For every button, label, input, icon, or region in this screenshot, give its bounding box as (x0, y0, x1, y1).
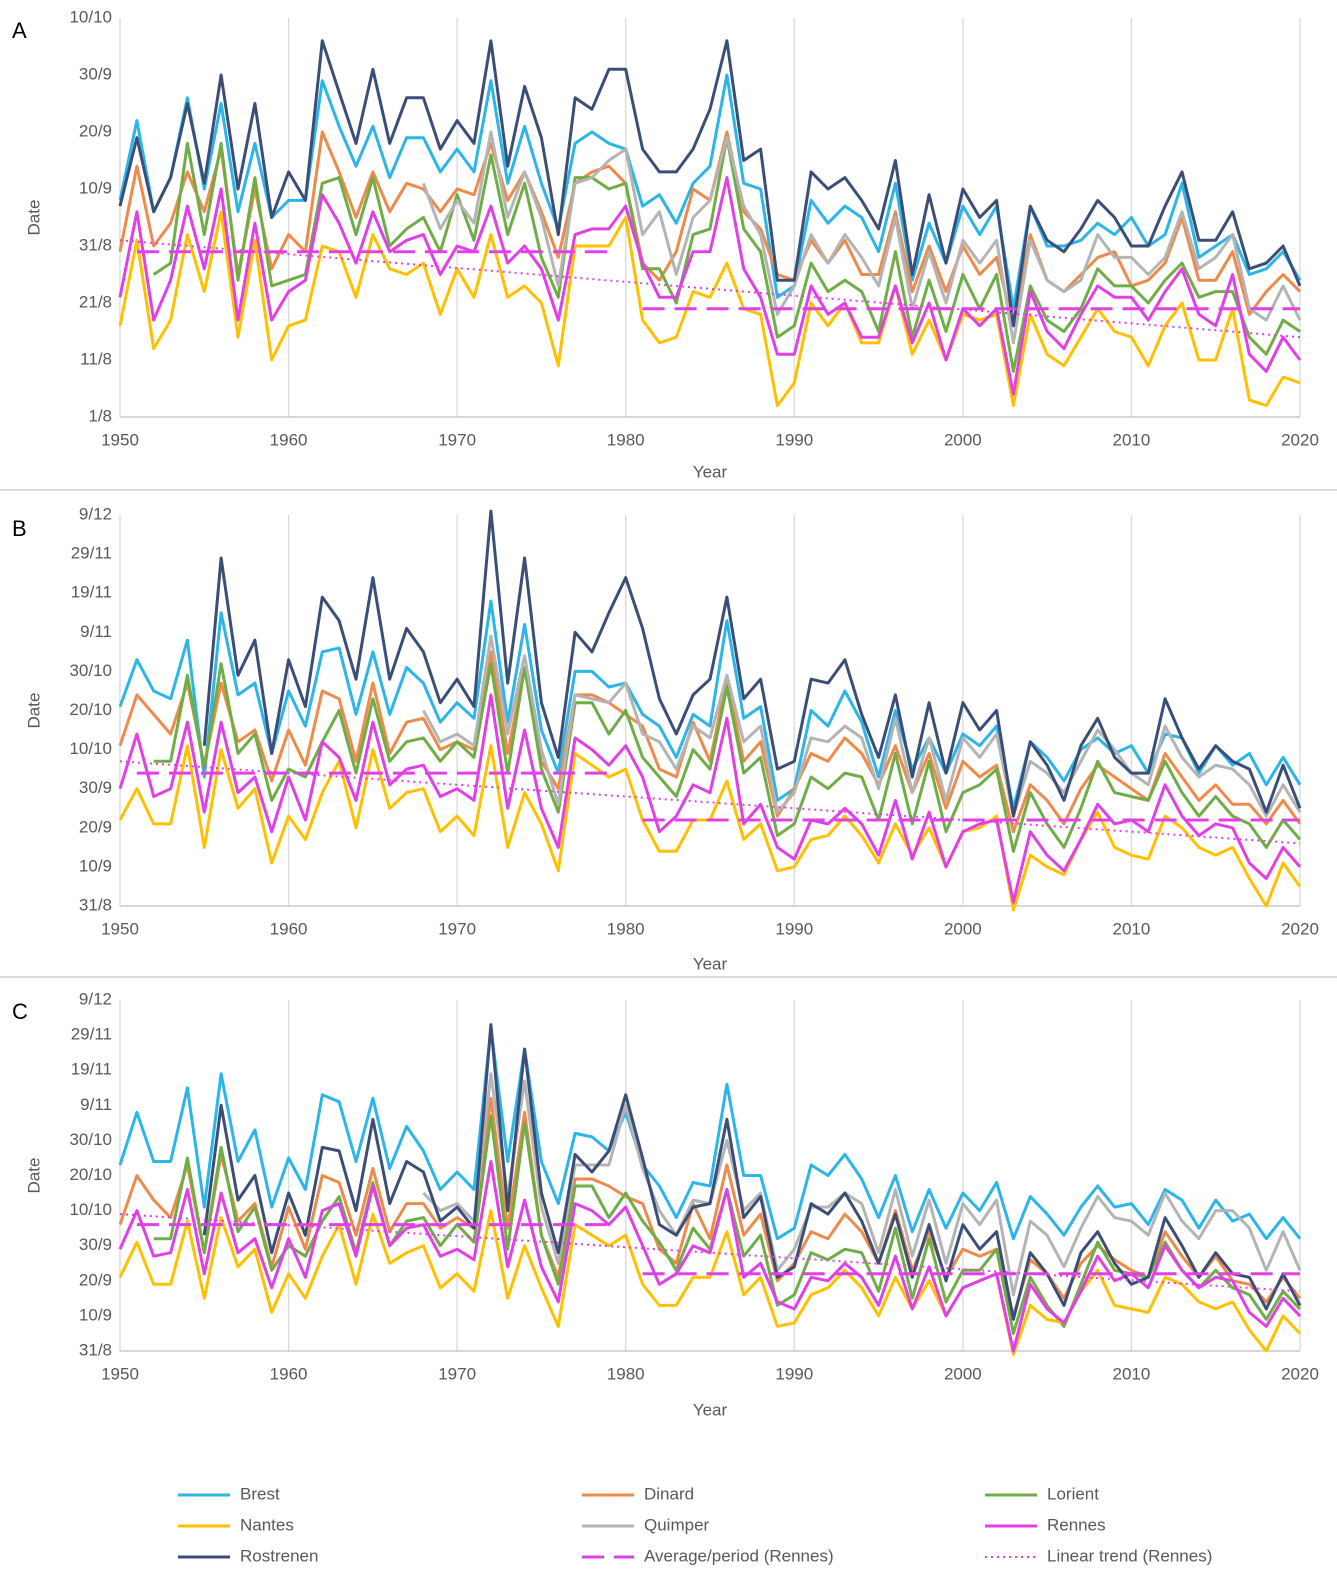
y-tick-label: 31/8 (79, 895, 112, 914)
y-tick-label: 19/11 (71, 1060, 112, 1079)
series-line (422, 634, 1302, 818)
legend-label: Dinard (644, 1484, 694, 1503)
x-tick-label: 2000 (944, 1364, 982, 1383)
series-line (118, 599, 1302, 810)
series-line (119, 1213, 1301, 1293)
y-tick-label: 10/9 (79, 856, 112, 875)
y-tick-label: 31/8 (79, 235, 112, 254)
series-line (136, 250, 1300, 311)
y-tick-label: 30/9 (79, 1235, 112, 1254)
series-line (118, 1209, 1302, 1356)
x-axis-title: Year (693, 954, 728, 973)
x-tick-label: 2010 (1113, 1364, 1151, 1383)
y-tick-label: 10/9 (79, 1305, 112, 1324)
legend-label: Linear trend (Rennes) (1047, 1546, 1212, 1565)
y-tick-label: 20/9 (79, 121, 112, 140)
panel-label: A (12, 18, 27, 43)
y-tick-label: 10/10 (69, 1200, 112, 1219)
y-tick-label: 30/10 (69, 661, 112, 680)
series-line (422, 1072, 1302, 1297)
y-tick-label: 19/11 (71, 583, 112, 602)
series-line (202, 509, 1302, 818)
y-tick-label: 30/9 (79, 778, 112, 797)
y-tick-label: 29/11 (71, 1025, 112, 1044)
y-tick-label: 30/9 (79, 64, 112, 83)
x-tick-label: 1970 (438, 919, 476, 938)
x-tick-label: 1950 (101, 430, 139, 449)
x-tick-label: 1980 (607, 430, 645, 449)
x-axis-title: Year (693, 462, 728, 481)
x-tick-label: 2020 (1281, 1364, 1319, 1383)
y-tick-label: 10/9 (79, 178, 112, 197)
x-tick-label: 1980 (607, 1364, 645, 1383)
series-line (118, 1026, 1302, 1241)
x-tick-label: 1990 (775, 430, 813, 449)
x-tick-label: 1960 (270, 430, 308, 449)
y-axis-title: Date (24, 693, 43, 729)
x-tick-label: 1950 (101, 1364, 139, 1383)
series-line (118, 693, 1302, 904)
x-tick-label: 2000 (944, 919, 982, 938)
series-line (118, 176, 1302, 396)
x-tick-label: 1990 (775, 1364, 813, 1383)
y-tick-label: 10/10 (69, 739, 112, 758)
legend-label: Brest (240, 1484, 280, 1503)
x-tick-label: 2020 (1281, 430, 1319, 449)
y-tick-label: 9/12 (79, 504, 112, 523)
x-tick-label: 1980 (607, 919, 645, 938)
legend-label: Nantes (240, 1515, 294, 1534)
y-tick-label: 31/8 (79, 1340, 112, 1359)
panel-label: B (12, 516, 27, 541)
series-line (118, 73, 1302, 311)
y-tick-label: 9/11 (80, 622, 112, 641)
legend-label: Quimper (644, 1515, 710, 1534)
x-tick-label: 1950 (101, 919, 139, 938)
y-axis-title: Date (24, 1158, 43, 1194)
y-tick-label: 20/9 (79, 817, 112, 836)
legend-label: Average/period (Rennes) (644, 1546, 834, 1565)
y-tick-label: 20/10 (69, 700, 112, 719)
series-line (202, 1023, 1302, 1321)
x-tick-label: 1990 (775, 919, 813, 938)
x-tick-label: 1960 (270, 919, 308, 938)
x-tick-label: 2010 (1113, 430, 1151, 449)
series-line (118, 39, 1302, 328)
legend-label: Rennes (1047, 1515, 1106, 1534)
series-line (118, 1096, 1302, 1318)
y-tick-label: 9/12 (79, 989, 112, 1008)
y-axis-title: Date (24, 200, 43, 236)
x-tick-label: 2000 (944, 430, 982, 449)
y-tick-label: 1/8 (88, 406, 112, 425)
series-line (118, 210, 1301, 408)
y-tick-label: 29/11 (71, 544, 112, 563)
x-tick-label: 1970 (438, 1364, 476, 1383)
x-tick-label: 2010 (1113, 919, 1151, 938)
panel-label: C (12, 999, 28, 1024)
series-line (136, 1223, 1300, 1276)
x-tick-label: 1970 (438, 430, 476, 449)
y-tick-label: 10/10 (69, 7, 112, 26)
series-line (153, 662, 1302, 853)
series-line (421, 130, 1302, 345)
x-tick-label: 2020 (1281, 919, 1319, 938)
x-tick-label: 1960 (270, 1364, 308, 1383)
y-tick-label: 30/10 (69, 1130, 112, 1149)
x-axis-title: Year (693, 1400, 728, 1419)
y-tick-label: 21/8 (79, 292, 112, 311)
legend-label: Lorient (1047, 1484, 1099, 1503)
legend-label: Rostrenen (240, 1546, 318, 1565)
y-tick-label: 20/9 (79, 1270, 112, 1289)
series-line (119, 760, 1301, 845)
y-tick-label: 9/11 (80, 1095, 112, 1114)
y-tick-label: 11/8 (80, 349, 112, 368)
y-tick-label: 20/10 (69, 1165, 112, 1184)
series-line (118, 1160, 1302, 1353)
